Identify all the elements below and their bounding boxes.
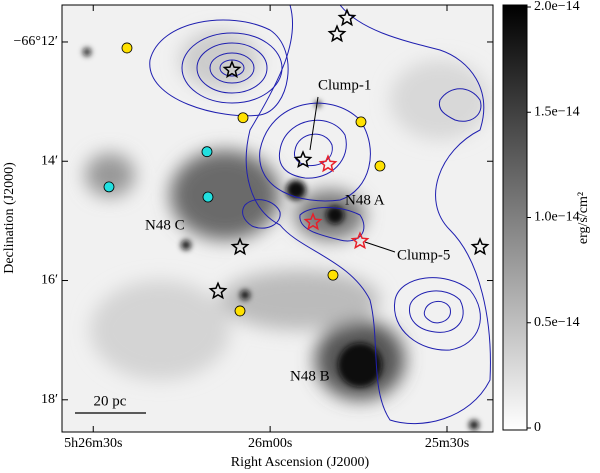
y-axis-title: Declination (J2000): [2, 162, 17, 274]
leader-line: [364, 241, 396, 253]
y-tick-label: 14′: [41, 153, 58, 168]
star-marker: [318, 154, 338, 173]
star-marker: [293, 150, 313, 169]
x-tick-label: 26m00s: [248, 436, 292, 451]
circle-marker: [121, 42, 133, 54]
star-marker: [337, 8, 357, 27]
star-marker: [350, 231, 370, 250]
star-marker: [208, 281, 228, 300]
circle-marker: [234, 305, 246, 317]
circle-marker: [201, 146, 213, 158]
circle-marker: [355, 116, 367, 128]
y-tick-label: 18′: [41, 392, 58, 407]
annotation: Clump-5: [397, 247, 450, 263]
circle-marker: [103, 181, 115, 193]
plot-frame: [61, 4, 494, 433]
annotation: 20 pc: [94, 393, 127, 409]
star-marker: [303, 212, 323, 231]
annotation: Clump-1: [318, 77, 371, 93]
sky-image: [62, 5, 493, 432]
colorbar-title: erg/s/cm²: [576, 192, 591, 244]
circle-marker: [374, 160, 386, 172]
x-tick-label: 25m30s: [425, 436, 469, 451]
circle-marker: [202, 191, 214, 203]
annotation: N48 C: [145, 217, 185, 233]
colorbar-tick-label: 1.0e−14: [534, 210, 580, 225]
x-axis-title: Right Ascension (J2000): [231, 455, 370, 470]
star-marker: [230, 237, 250, 256]
colorbar-tick-label: 2.0e−14: [534, 0, 580, 14]
y-tick-label: −66°12′: [13, 34, 58, 49]
colorbar-tick-label: 0.5e−14: [534, 315, 580, 330]
colorbar-tick-label: 1.5e−14: [534, 104, 580, 119]
annotation: N48 A: [345, 192, 385, 208]
star-marker: [222, 60, 242, 79]
colorbar-tick-label: 0: [534, 420, 541, 435]
y-tick-label: 16′: [41, 273, 58, 288]
circle-marker: [327, 269, 339, 281]
annotation: N48 B: [290, 368, 330, 384]
colorbar: [502, 4, 528, 431]
x-tick-label: 5h26m30s: [64, 436, 122, 451]
leader-line: [309, 96, 319, 151]
circle-marker: [237, 112, 249, 124]
star-marker: [327, 24, 347, 43]
star-marker: [470, 237, 490, 256]
